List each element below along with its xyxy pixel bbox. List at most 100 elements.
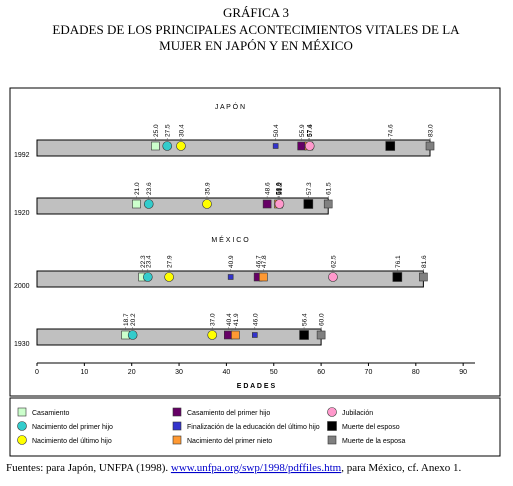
x-tick-label: 80 xyxy=(412,369,420,376)
life-bar xyxy=(36,197,329,215)
marker xyxy=(132,199,141,209)
marker xyxy=(172,435,182,445)
marker xyxy=(299,330,309,340)
marker xyxy=(272,143,279,149)
marker xyxy=(419,272,428,282)
value-label: 23.4 xyxy=(145,255,152,268)
value-label: 25.0 xyxy=(153,124,160,137)
legend-label: Casamiento xyxy=(32,410,69,417)
marker xyxy=(143,272,153,282)
value-label: 51.2 xyxy=(277,182,284,195)
marker xyxy=(297,141,306,151)
value-label: 57.4 xyxy=(306,124,313,137)
chart-subtitle: EDADES DE LOS PRINCIPALES ACONTECIMIENTO… xyxy=(52,22,460,37)
marker xyxy=(259,272,268,282)
plot-frame xyxy=(9,87,501,397)
row-label: 1992 xyxy=(14,152,30,159)
value-label: 40.9 xyxy=(228,255,235,268)
value-label: 74.6 xyxy=(388,124,395,137)
legend-frame xyxy=(9,397,501,457)
legend-label: Finalización de la educación del último … xyxy=(187,424,320,431)
marker xyxy=(164,272,174,282)
marker xyxy=(323,199,333,209)
marker xyxy=(316,330,326,340)
value-label: 83.0 xyxy=(428,124,435,137)
life-bar xyxy=(36,328,322,346)
source-link[interactable]: www.unfpa.org/swp/1998/pdffiles.htm xyxy=(171,462,342,474)
value-label: 48.6 xyxy=(265,182,272,195)
marker xyxy=(327,435,337,445)
value-label: 60.0 xyxy=(319,313,326,326)
x-tick-label: 30 xyxy=(175,369,183,376)
x-tick-label: 50 xyxy=(270,369,278,376)
x-tick-label: 90 xyxy=(459,369,467,376)
marker xyxy=(328,272,338,282)
value-label: 20.2 xyxy=(130,313,137,326)
legend-label: Nacimiento del primer nieto xyxy=(187,438,272,445)
marker xyxy=(227,274,234,280)
marker xyxy=(274,199,285,209)
value-label: 50.9 xyxy=(276,182,283,195)
value-label: 57.3 xyxy=(306,182,313,195)
marker xyxy=(162,141,173,151)
legend-label: Muerte del esposo xyxy=(342,424,400,431)
value-label: 41.9 xyxy=(233,313,240,326)
chart-subtitle: MUJER EN JAPÓN Y EN MÉXICO xyxy=(159,38,353,53)
x-tick-label: 70 xyxy=(365,369,373,376)
value-label: 56.4 xyxy=(302,313,309,326)
marker xyxy=(327,421,337,431)
value-label: 47.8 xyxy=(261,255,268,268)
row-label: 1930 xyxy=(14,341,30,348)
marker xyxy=(143,199,154,209)
marker xyxy=(303,199,314,209)
marker xyxy=(17,421,27,431)
value-label: 30.4 xyxy=(178,124,185,137)
value-label: 55.9 xyxy=(299,124,306,137)
value-label: 81.6 xyxy=(421,255,428,268)
marker xyxy=(262,199,272,209)
x-tick-label: 10 xyxy=(80,369,88,376)
life-bar xyxy=(36,139,431,157)
legend-label: Jubilación xyxy=(342,410,373,417)
value-label: 21.0 xyxy=(134,182,141,195)
panel-title: M É X I C O xyxy=(211,235,249,244)
value-label: 76.1 xyxy=(395,255,402,268)
x-tick-label: 20 xyxy=(128,369,136,376)
value-label: 27.9 xyxy=(167,255,174,268)
legend-label: Nacimiento del último hijo xyxy=(32,438,112,445)
row-label: 1920 xyxy=(14,210,30,217)
value-label: 22.3 xyxy=(140,255,147,268)
value-label: 51.0 xyxy=(276,182,283,195)
legend-label: Nacimiento del primer hijo xyxy=(32,424,113,431)
value-label: 50.4 xyxy=(273,124,280,137)
marker xyxy=(327,407,337,417)
marker xyxy=(207,330,217,340)
value-label: 37.0 xyxy=(210,313,217,326)
source-text: Fuentes: para Japón, UNFPA (1998). xyxy=(6,462,171,474)
marker xyxy=(172,421,182,431)
value-label: 46.0 xyxy=(252,313,259,326)
x-tick-label: 0 xyxy=(35,369,39,376)
marker xyxy=(392,272,403,282)
legend-label: Casamiento del primer hijo xyxy=(187,410,270,417)
marker xyxy=(151,141,160,151)
x-tick-label: 60 xyxy=(317,369,325,376)
marker xyxy=(385,141,396,151)
marker xyxy=(17,435,27,445)
value-label: 46.7 xyxy=(256,255,263,268)
value-label: 57.6 xyxy=(307,124,314,137)
chart-title: GRÁFICA 3 xyxy=(223,5,289,20)
legend-label: Muerte de la esposa xyxy=(342,438,406,445)
marker xyxy=(252,332,258,338)
marker xyxy=(202,199,212,209)
marker xyxy=(176,141,186,151)
value-label: 40.4 xyxy=(226,313,233,326)
marker xyxy=(127,330,138,340)
source-note: Fuentes: para Japón, UNFPA (1998). www.u… xyxy=(6,462,461,474)
value-label: 35.9 xyxy=(204,182,211,195)
value-label: 23.6 xyxy=(146,182,153,195)
marker xyxy=(231,330,240,340)
marker xyxy=(304,141,315,151)
value-label: 27.5 xyxy=(165,124,172,137)
